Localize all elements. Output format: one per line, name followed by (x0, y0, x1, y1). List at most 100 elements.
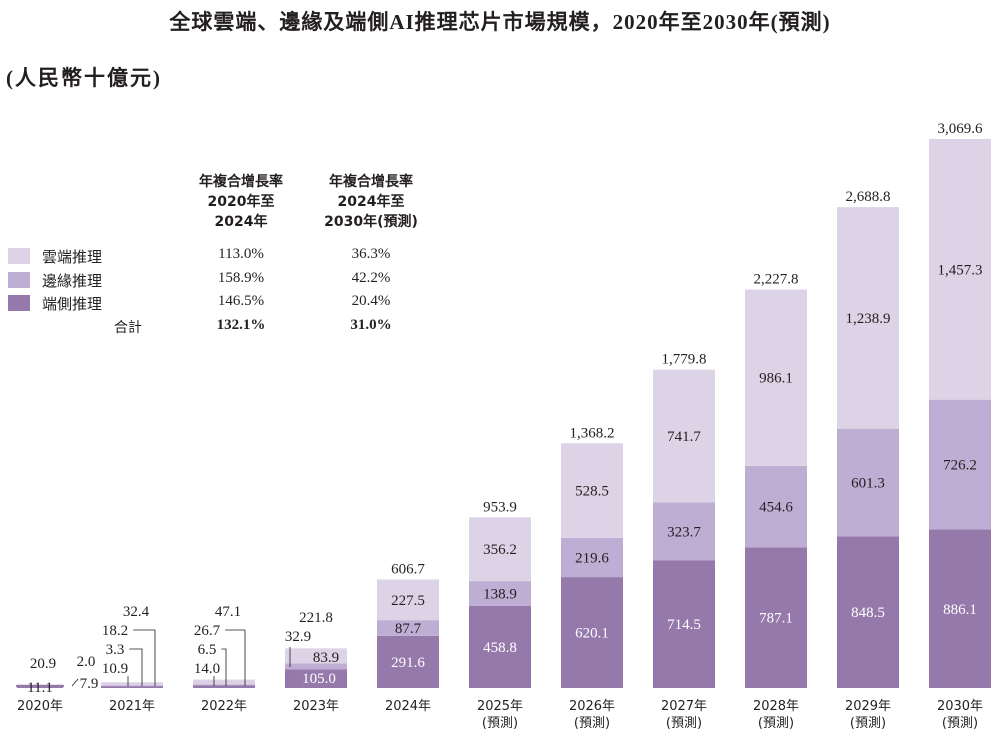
bar-segment-cloud (653, 369, 715, 503)
leader-line (129, 648, 143, 686)
x-tick-label: 2022年 (201, 699, 247, 714)
bar-segment-edge (469, 581, 531, 606)
x-tick-label: 2020年 (17, 699, 63, 714)
cagr-value: 158.9% (217, 270, 265, 286)
data-label-cloud: 83.9 (313, 650, 339, 666)
bar-segment-device (285, 669, 347, 688)
data-label-edge: 454.6 (759, 500, 793, 516)
data-label-edge: 601.3 (851, 475, 885, 491)
cagr-value: 113.0% (218, 246, 264, 262)
x-tick-label: 2029年 (845, 699, 891, 714)
bar-segment-device (101, 686, 163, 688)
cagr-value: 20.4% (351, 293, 391, 309)
total-label: 32.4 (123, 604, 150, 620)
bar-segment-cloud (193, 679, 255, 685)
total-label: 47.1 (215, 604, 241, 620)
data-label-edge: 3.3 (106, 642, 125, 658)
legend-swatch-cloud (8, 248, 30, 264)
bar-segment-edge (377, 620, 439, 636)
bar-segment-device (377, 635, 439, 688)
data-label-cloud: 18.2 (102, 623, 128, 639)
total-label: 2,227.8 (754, 272, 799, 288)
leader-line (221, 648, 227, 686)
legend-label: 邊緣推理 (42, 271, 103, 290)
x-tick-label: 2026年 (569, 699, 615, 714)
cagr-value: 36.3% (351, 246, 391, 262)
bar-segment-edge (193, 684, 255, 686)
bar-segment-device (193, 685, 255, 688)
total-label: 221.8 (299, 610, 333, 626)
data-label-cloud: 986.1 (759, 371, 793, 387)
cagr-value: 146.5% (217, 293, 265, 309)
data-label-cloud: 26.7 (194, 623, 221, 639)
cagr-header-2024-2030: 年複合增長率 2024年至 2030年(預測) (306, 172, 436, 232)
data-label-device: 787.1 (759, 611, 793, 627)
bar-segment-cloud (745, 289, 807, 466)
x-tick-label: 2028年 (753, 699, 799, 714)
x-tick-forecast-note: (預測) (850, 716, 886, 731)
bar-segment-edge (745, 465, 807, 548)
bar-segment-cloud (561, 443, 623, 538)
x-tick-forecast-note: (預測) (942, 716, 978, 731)
legend-label: 雲端推理 (42, 247, 103, 266)
bar-segment-device (469, 605, 531, 688)
data-label-device: 10.9 (102, 661, 128, 677)
cagr-header-text: 年複合增長率 2024年至 2030年(預測) (324, 174, 418, 230)
bar-segment-cloud (837, 207, 899, 429)
leader-line (71, 678, 79, 687)
data-label-cloud: 227.5 (391, 593, 425, 609)
leader-line (225, 629, 246, 686)
legend-swatch-edge (8, 272, 30, 288)
bar-segment-device (561, 577, 623, 688)
data-label-edge: 87.7 (395, 621, 422, 637)
total-label: 2,688.8 (846, 189, 891, 205)
data-label-edge: 138.9 (483, 587, 517, 603)
bar-segment-cloud (377, 579, 439, 621)
x-tick-label: 2030年 (937, 699, 983, 714)
data-label-cloud: 528.5 (575, 484, 609, 500)
cagr-value: 42.2% (351, 270, 391, 286)
data-label-cloud: 356.2 (483, 542, 517, 558)
bar-segment-edge (837, 428, 899, 537)
x-tick-forecast-note: (預測) (666, 716, 702, 731)
total-label: 1,779.8 (662, 352, 707, 368)
x-tick-forecast-note: (預測) (758, 716, 794, 731)
total-label: 3,069.6 (938, 121, 984, 137)
cagr-header-text: 年複合增長率 2020年至 2024年 (199, 174, 283, 230)
data-label-edge: 726.2 (943, 458, 977, 474)
bar-segment-edge (561, 537, 623, 578)
x-tick-label: 2021年 (109, 699, 155, 714)
data-label-device: 620.1 (575, 626, 609, 642)
data-label-edge: 6.5 (198, 642, 217, 658)
bar-segment-device (837, 536, 899, 688)
legend-label: 端側推理 (42, 294, 103, 313)
bar-segment-device (653, 560, 715, 688)
data-label-device: 886.1 (943, 602, 977, 618)
bar-segment-cloud (101, 682, 163, 686)
leader-line (133, 629, 156, 686)
bar-segment-cloud (285, 648, 347, 664)
data-label-edge: 323.7 (667, 524, 701, 540)
chart-title: 全球雲端、邊緣及端側AI推理芯片市場規模，2020年至2030年(預測) (169, 10, 831, 34)
data-label-cloud: 741.7 (667, 429, 701, 445)
cagr-total-value: 31.0% (350, 317, 392, 333)
data-label-device: 14.0 (194, 661, 220, 677)
data-label-device: 7.9 (80, 676, 99, 692)
data-label-device: 291.6 (391, 655, 425, 671)
x-tick-label: 2023年 (293, 699, 339, 714)
data-label-device: 105.0 (302, 671, 336, 687)
data-label-cloud: 11.1 (27, 680, 53, 696)
x-tick-forecast-note: (預測) (574, 716, 610, 731)
data-label-edge: 219.6 (575, 550, 609, 566)
total-label: 953.9 (483, 499, 517, 515)
x-tick-label: 2024年 (385, 699, 431, 714)
data-label-device: 848.5 (851, 605, 885, 621)
legend-swatch-device (8, 295, 30, 311)
cagr-total-label: 合計 (114, 320, 142, 336)
x-tick-label: 2025年 (477, 699, 523, 714)
total-label: 20.9 (30, 656, 56, 672)
legend-item-edge: 邊緣推理 (8, 270, 172, 290)
bar-segment-device (17, 686, 63, 688)
